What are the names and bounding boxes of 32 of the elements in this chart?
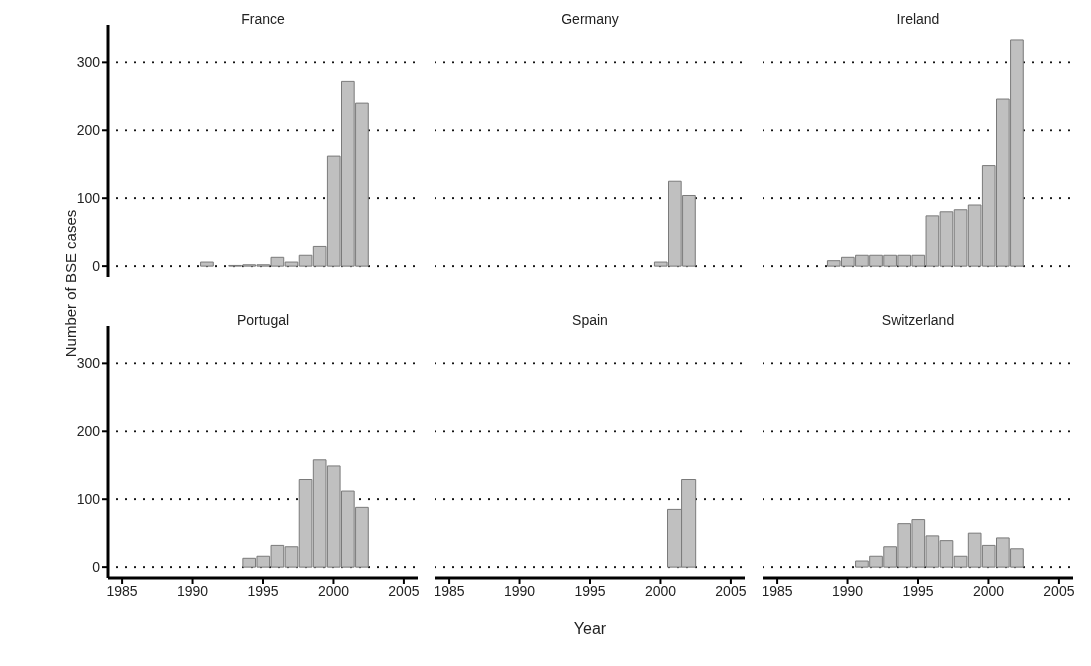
y-axis-title: Number of BSE cases — [61, 209, 79, 358]
y-tick-label: 0 — [92, 258, 101, 275]
bar — [200, 261, 214, 267]
chart-title: Portugal — [236, 312, 290, 328]
x-tick-label: 2005 — [715, 582, 747, 599]
chart-title: Switzerland — [881, 312, 955, 328]
x-axis-title: Year — [573, 620, 607, 637]
x-tick-label: 2000 — [644, 582, 677, 599]
chart-title: Spain — [572, 312, 608, 328]
x-tick-label: 1985 — [433, 582, 465, 599]
chart-title: Germany — [561, 11, 619, 27]
x-tick-label: 1990 — [831, 582, 864, 599]
y-tick-label: 200 — [76, 423, 101, 440]
x-tick-label: 1985 — [106, 582, 138, 599]
x-tick-label: 1995 — [574, 582, 606, 599]
y-tick-label: 100 — [76, 190, 101, 207]
x-tick-label: 1985 — [761, 582, 793, 599]
x-tick-label: 1990 — [176, 582, 209, 599]
x-tick-label: 1990 — [503, 582, 536, 599]
x-tick-label: 2000 — [317, 582, 350, 599]
y-tick-label: 200 — [76, 122, 101, 139]
y-tick-label: 100 — [76, 491, 101, 508]
chart-title: France — [241, 11, 285, 27]
chart-title: Ireland — [896, 11, 940, 27]
x-tick-label: 2000 — [972, 582, 1005, 599]
x-tick-label: 2005 — [1043, 582, 1075, 599]
x-tick-label: 2005 — [388, 582, 420, 599]
x-tick-label: 1995 — [902, 582, 934, 599]
y-tick-label: 0 — [92, 559, 101, 576]
y-tick-label: 300 — [76, 54, 101, 71]
y-tick-label: 300 — [76, 355, 101, 372]
x-tick-label: 1995 — [247, 582, 279, 599]
